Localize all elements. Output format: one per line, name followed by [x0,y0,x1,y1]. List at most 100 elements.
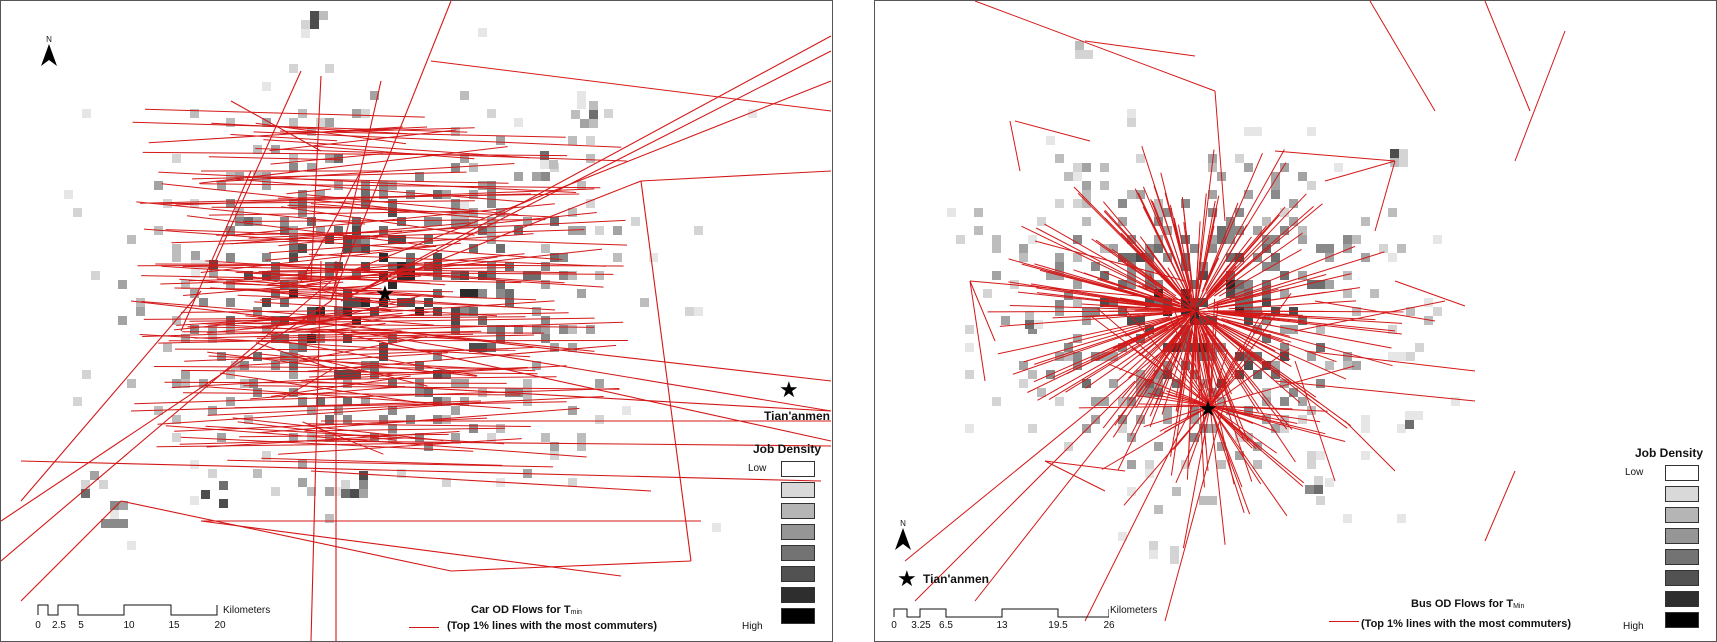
od-flow-line [267,253,525,278]
od-flow-line [1009,305,1187,312]
od-flow-line [1196,274,1327,311]
job-density-cell [487,343,496,352]
job-density-cell [514,172,523,181]
job-density-cell [1118,199,1127,208]
od-flow-line [160,275,421,285]
od-flow-line [1119,314,1191,371]
job-density-cell [451,219,460,228]
scale-tick-label: 15 [168,620,180,631]
job-density-cell [1073,163,1082,172]
od-flow-line [309,366,528,378]
job-density-cell [217,433,226,442]
legend-class-swatch [781,566,815,582]
job-density-cell [460,210,469,219]
job-density-cell [460,201,469,210]
job-density-cell [1352,235,1361,244]
job-density-cell [388,199,397,208]
job-density-cell [433,352,442,361]
job-density-cell [199,379,208,388]
od-flow-line [1200,193,1307,305]
od-flow-line [1124,308,1211,407]
od-flow-line [330,330,832,442]
od-flow-line [1144,325,1181,359]
job-density-cell [1244,361,1253,370]
od-flow-line [1484,1,1531,112]
scale-unit: Kilometers [1110,605,1158,616]
job-density-cell [460,91,469,100]
od-flow-line [1201,325,1231,384]
od-flow-line [154,366,514,369]
job-density-cell [1127,460,1136,469]
od-flow-line [304,427,506,432]
job-density-cell [1118,397,1127,406]
od-flow-line [1021,225,1172,300]
od-flow-line [211,322,595,328]
job-density-cell [361,397,370,406]
job-density-cell [559,253,568,262]
job-density-cell [694,226,703,235]
od-flow-line [242,219,546,222]
job-density-cell [262,118,271,127]
job-density-cell [181,280,190,289]
od-flow-line [1203,311,1376,321]
od-flow-line [1206,225,1267,297]
job-density-cell [1235,154,1244,163]
job-density-cell [1100,163,1109,172]
od-flow-line [1168,394,1211,407]
job-density-cell [1289,217,1298,226]
job-density-cell [298,460,307,469]
job-density-cell [1415,343,1424,352]
od-flow-line [1164,400,1226,622]
job-density-cell [1307,451,1316,460]
od-flow-line [1170,330,1193,476]
job-density-cell [992,244,1001,253]
job-density-cell [1390,149,1399,158]
od-flow-line [1177,224,1192,292]
od-flow-line [1201,202,1239,293]
tiananmen-star-icon: ★ [375,282,395,307]
od-flow-line [286,188,332,195]
job-density-cell [1118,253,1127,262]
flow-title: Car OD Flows for Tmin [471,604,582,616]
job-density-cell [226,325,235,334]
job-density-cell [1298,172,1307,181]
od-flow-line [208,355,536,372]
od-flow-line [1139,236,1184,295]
job-density-cell [1343,361,1352,370]
od-flow-line [340,35,832,302]
job-density-cell [1280,343,1289,352]
job-density-cell [1280,163,1289,172]
job-density-cell [163,343,172,352]
od-flow-line [1213,261,1245,292]
job-density-cell [289,199,298,208]
job-density-cell [352,226,361,235]
od-flow-line [1034,314,1183,365]
job-density-cell [1073,235,1082,244]
job-density-cell [1405,411,1414,420]
od-flow-line [224,288,537,301]
job-density-cell [487,199,496,208]
od-flow-line [969,280,996,342]
od-flow-line [1195,241,1200,299]
job-density-cell [1262,388,1271,397]
job-density-cell [1019,379,1028,388]
od-flow-line [237,421,397,441]
od-flow-line [1209,348,1290,407]
north-arrow-icon: N [895,519,911,557]
od-flow-line [143,316,526,320]
job-density-cell [965,325,974,334]
job-density-cell [1145,271,1154,280]
job-density-cell [1034,320,1043,329]
job-density-cell [181,379,190,388]
legend-low-label: Low [748,463,767,474]
od-flow-line [1209,405,1243,488]
job-density-cell [1271,190,1280,199]
job-density-cell [433,253,442,262]
job-density-cell [1001,316,1010,325]
job-density-cell [424,388,433,397]
od-flow-line [171,229,585,244]
job-density-cell [577,289,586,298]
job-density-cell [1307,352,1316,361]
job-density-cell [1073,352,1082,361]
flow-title-main: Car OD Flows for T [471,604,571,616]
